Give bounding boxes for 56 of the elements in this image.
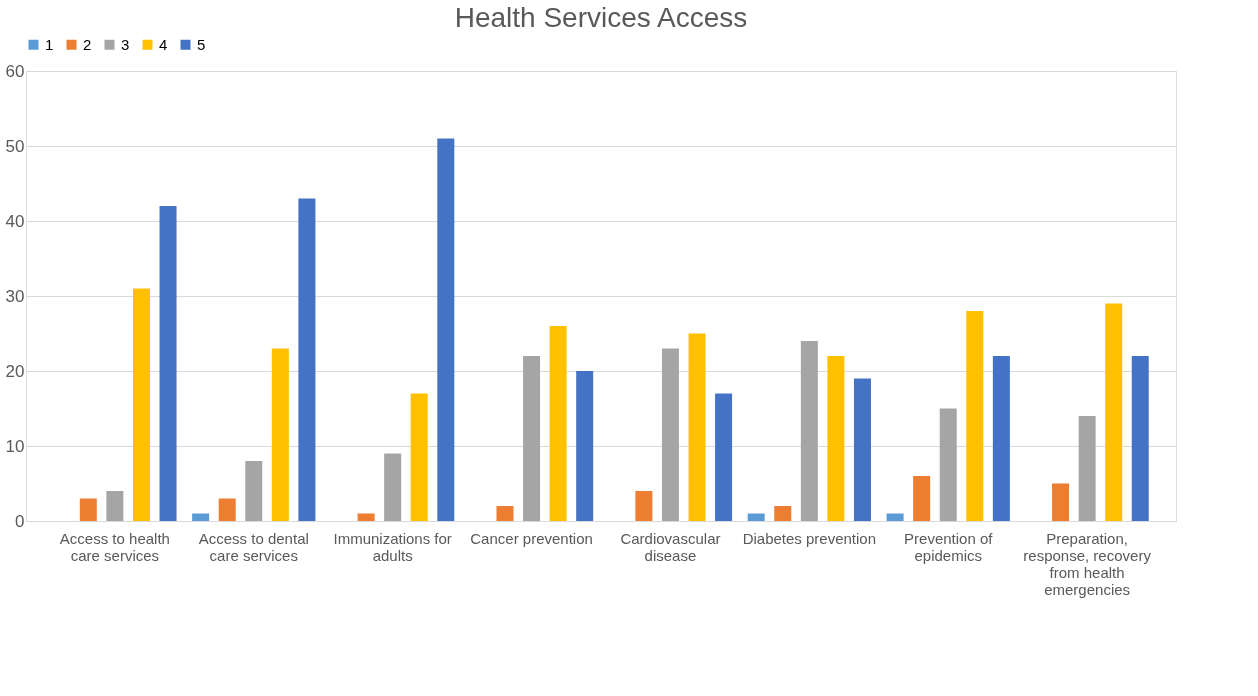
bar bbox=[523, 356, 541, 521]
chart-title: Health Services Access bbox=[454, 2, 748, 33]
bar bbox=[635, 491, 653, 521]
bar bbox=[800, 341, 818, 521]
x-tick-label: Access to dental care services bbox=[198, 529, 309, 564]
bar bbox=[1105, 303, 1123, 521]
y-tick-label: 0 bbox=[15, 511, 25, 531]
bar bbox=[774, 506, 792, 521]
bar bbox=[159, 206, 177, 521]
bar bbox=[496, 506, 514, 521]
y-tick-label: 60 bbox=[5, 61, 25, 81]
bar bbox=[853, 378, 871, 521]
bar bbox=[245, 461, 263, 521]
legend-label: 2 bbox=[83, 35, 92, 53]
y-tick-label: 30 bbox=[5, 286, 25, 306]
legend-label: 5 bbox=[197, 35, 206, 53]
x-tick-label: Diabetes prevention bbox=[742, 529, 877, 547]
bar bbox=[271, 348, 289, 521]
y-tick-label: 10 bbox=[5, 436, 25, 456]
bar bbox=[106, 491, 124, 521]
x-tick-label: Prevention of epidemics bbox=[904, 529, 994, 564]
bar bbox=[992, 356, 1010, 521]
legend-label: 3 bbox=[121, 35, 130, 53]
bar bbox=[966, 311, 984, 521]
bar bbox=[827, 356, 845, 521]
bar bbox=[939, 408, 957, 521]
x-tick-label: Cardiovascular disease bbox=[620, 529, 721, 564]
bar bbox=[79, 498, 97, 521]
bar bbox=[747, 513, 765, 521]
bar bbox=[913, 476, 931, 521]
bar bbox=[576, 371, 594, 521]
bar bbox=[410, 393, 428, 521]
y-tick-label: 40 bbox=[5, 211, 25, 231]
bar bbox=[1131, 356, 1149, 521]
bar bbox=[688, 333, 706, 521]
legend-label: 1 bbox=[45, 35, 54, 53]
bar bbox=[298, 198, 316, 521]
legend-label: 4 bbox=[159, 35, 168, 53]
bar bbox=[132, 288, 150, 521]
bar bbox=[886, 513, 904, 521]
x-tick-label: Immunizations for adults bbox=[333, 529, 452, 564]
bar bbox=[218, 498, 236, 521]
bar bbox=[192, 513, 210, 521]
x-tick-label: Access to health care services bbox=[59, 529, 170, 564]
y-tick-label: 20 bbox=[5, 361, 25, 381]
bar bbox=[661, 348, 679, 521]
bar bbox=[1052, 483, 1070, 521]
y-tick-label: 50 bbox=[5, 136, 25, 156]
bar bbox=[549, 326, 567, 521]
bar bbox=[384, 453, 402, 521]
x-tick-label: Preparation, response, recovery from health emergencies bbox=[1023, 529, 1152, 598]
x-tick-label: Cancer prevention bbox=[470, 529, 593, 547]
bar bbox=[437, 138, 455, 521]
bar bbox=[1078, 416, 1096, 521]
bar bbox=[715, 393, 733, 521]
bar bbox=[357, 513, 375, 521]
